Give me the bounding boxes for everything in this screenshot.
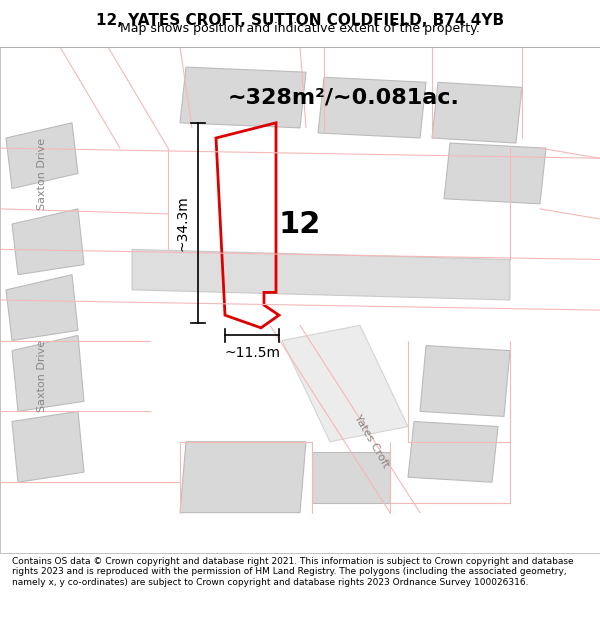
Text: 12, YATES CROFT, SUTTON COLDFIELD, B74 4YB: 12, YATES CROFT, SUTTON COLDFIELD, B74 4… bbox=[96, 13, 504, 28]
Polygon shape bbox=[12, 411, 84, 482]
Text: ~328m²/~0.081ac.: ~328m²/~0.081ac. bbox=[228, 88, 460, 108]
Text: Saxton Drive: Saxton Drive bbox=[37, 138, 47, 209]
Polygon shape bbox=[312, 452, 390, 503]
Polygon shape bbox=[180, 67, 306, 128]
Polygon shape bbox=[282, 325, 408, 442]
Polygon shape bbox=[408, 421, 498, 482]
Polygon shape bbox=[180, 442, 306, 512]
Text: Contains OS data © Crown copyright and database right 2021. This information is : Contains OS data © Crown copyright and d… bbox=[12, 557, 574, 586]
Text: ~34.3m: ~34.3m bbox=[175, 195, 189, 251]
Text: 12: 12 bbox=[279, 209, 321, 239]
Polygon shape bbox=[420, 346, 510, 416]
Polygon shape bbox=[132, 249, 510, 300]
Polygon shape bbox=[12, 336, 84, 411]
Polygon shape bbox=[6, 275, 78, 341]
Text: ~11.5m: ~11.5m bbox=[224, 346, 280, 359]
Polygon shape bbox=[12, 209, 84, 275]
Polygon shape bbox=[6, 122, 78, 189]
Polygon shape bbox=[318, 78, 426, 138]
Text: Map shows position and indicative extent of the property.: Map shows position and indicative extent… bbox=[120, 22, 480, 35]
Polygon shape bbox=[444, 143, 546, 204]
Text: Yates Croft: Yates Croft bbox=[353, 413, 391, 470]
Text: Saxton Drive: Saxton Drive bbox=[37, 340, 47, 412]
Polygon shape bbox=[432, 82, 522, 143]
